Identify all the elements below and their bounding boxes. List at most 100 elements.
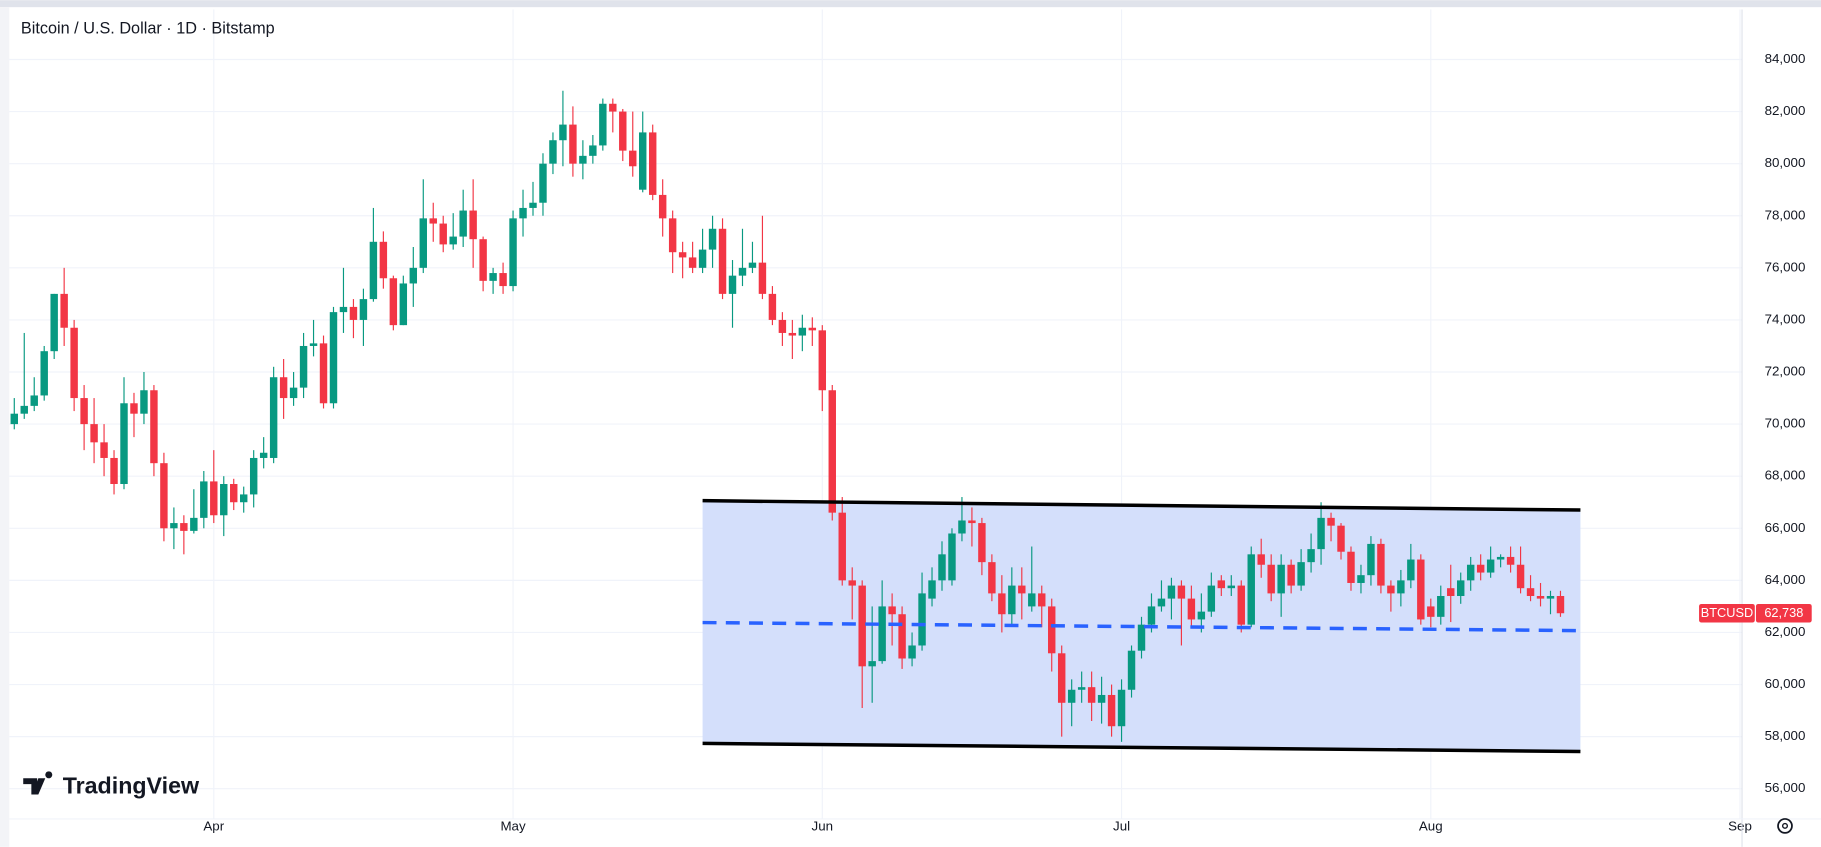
candle-body [190,517,198,531]
candle-body [339,306,348,313]
candle-body [738,267,747,276]
candle-body [1057,653,1066,703]
candle-body [549,140,557,164]
candle-body [10,413,18,425]
candle-body [868,661,876,667]
candle-body [1327,517,1335,526]
candle-body [289,387,298,399]
candle-body [100,442,108,458]
candle-body [519,207,527,219]
candle-body [60,293,68,328]
channel-upper [702,498,1581,512]
candle-body [1496,556,1505,560]
candle-body [898,614,906,659]
candle-body [1506,556,1515,565]
candle-body [439,223,447,245]
last-price-label: 62,738 [1764,605,1803,620]
candle-body [429,218,437,224]
candle-body [958,520,966,534]
candle-body [1127,650,1136,690]
candle-body [788,332,797,336]
x-tick-label: Jun [812,819,834,834]
x-tick-label: Aug [1419,819,1443,834]
candle-body [419,218,427,268]
chart-title: Bitcoin / U.S. Dollar · 1D · Bitstamp [21,20,275,38]
candle-body [1267,564,1275,594]
candle-body [978,523,986,563]
x-tick-label: Sep [1728,819,1752,834]
candle-body [648,132,657,195]
candle-body [658,194,667,219]
candle-body [140,390,148,414]
candle-body [399,283,408,326]
candle-body [629,150,637,167]
candle-body [80,398,88,425]
candle-body [569,124,577,164]
axes: 56,000 58,000 60,000 62,000 64,000 66,000 68,0… [9,9,1821,847]
y-tick-label: 76,000 [1765,259,1806,274]
candle-body [1087,687,1096,703]
candle-body [1217,580,1226,589]
candle-body [110,457,118,485]
candle-body [1486,559,1495,573]
candle-body [170,523,178,529]
gear-icon[interactable] [1777,818,1793,834]
candle-body [40,351,48,396]
candle-body [220,484,228,516]
candle-body [1317,517,1325,550]
candle-body [758,262,767,294]
candle-body [1247,554,1255,625]
candle-body [1117,689,1126,727]
candle-body [180,523,188,531]
candle-body [798,327,807,336]
candle-body [70,327,78,399]
candle-body [239,494,248,503]
candle-body [1437,595,1445,617]
candle-body [469,210,477,240]
candle-body [539,163,547,203]
symbol-tag [1699,603,1755,623]
candle-body [1546,595,1555,599]
candle-body [269,377,278,458]
candle-body [319,343,328,404]
candle-body [329,312,338,404]
candle-body [1367,543,1375,576]
candle-body [808,327,817,331]
candle-body [1227,585,1236,589]
candle-body [449,236,457,245]
candle-body [559,124,567,141]
last-price-tag [1755,603,1812,623]
candle-body [90,424,98,443]
candle-body [1387,585,1395,594]
candle-body [529,202,537,208]
y-tick-label: 60,000 [1765,676,1806,691]
candle-body [818,330,827,391]
candle-body [728,275,737,294]
candle-body [1028,593,1036,607]
y-tick-label: 70,000 [1765,416,1806,431]
y-tick-label: 84,000 [1765,51,1806,66]
candle-body [1516,564,1525,589]
x-tick-label: Apr [203,819,224,834]
gear-center[interactable] [1781,822,1789,829]
candle-body [1008,585,1016,615]
candle-body [1257,554,1265,565]
candle-body [1347,551,1355,583]
watermark-text: TradingView [63,773,200,799]
candle-body [379,241,388,279]
candle-body [858,585,866,667]
candle-body [579,155,587,164]
candle-body [1137,624,1146,651]
candle-body [1097,694,1106,703]
candle-body [309,343,318,346]
candle-body [928,580,936,599]
settings-button[interactable] [1777,818,1793,834]
candle-body [998,593,1006,615]
candle-body [20,405,28,414]
candle-body [459,210,467,237]
y-tick-label: 78,000 [1765,207,1806,222]
channel-lines [702,498,1581,754]
y-tick-label: 64,000 [1765,572,1806,587]
candle-body [1018,585,1026,594]
candle-body [160,463,168,529]
